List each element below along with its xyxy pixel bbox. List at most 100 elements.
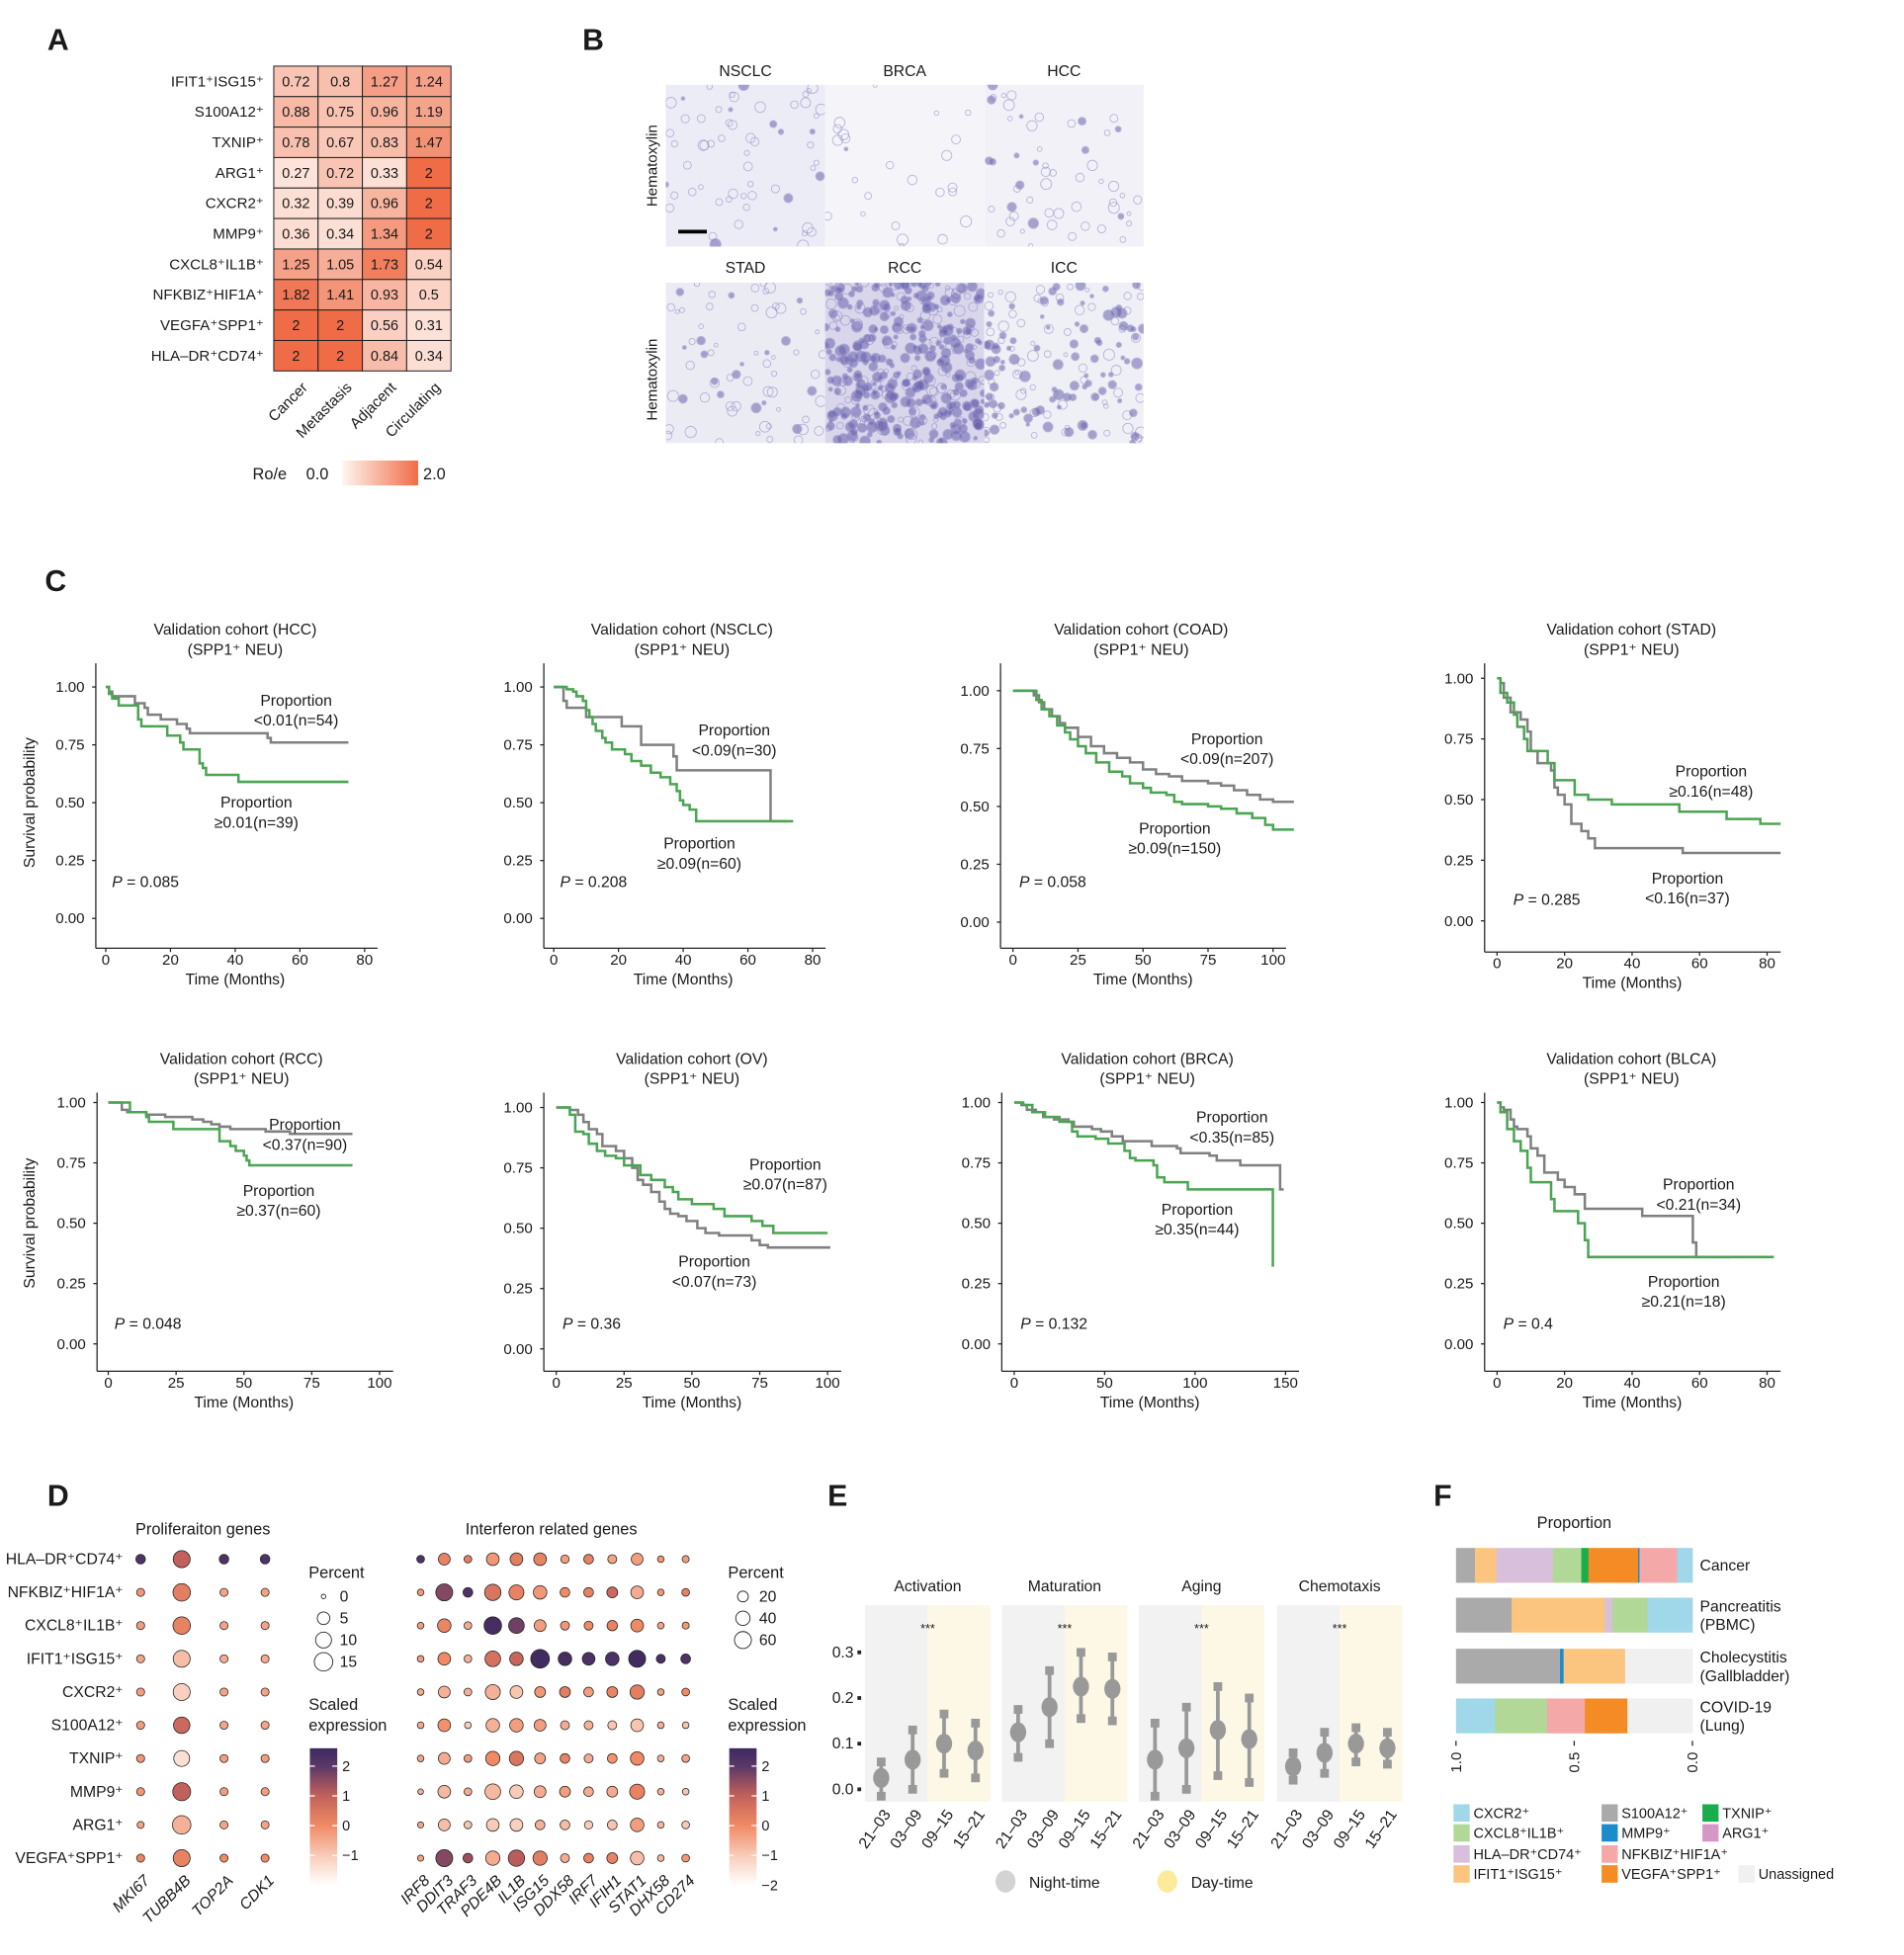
dot	[606, 1586, 619, 1598]
y-tick-label: 0.25	[1444, 1276, 1473, 1293]
nucleus	[846, 366, 853, 374]
nucleus	[1035, 285, 1046, 295]
histology-panel: NSCLC BRCA HCC STAD RCC ICC Hematoxylin Hematox…	[645, 63, 1144, 444]
x-tick-label: 15–21	[1224, 1807, 1262, 1852]
y-tick-label: 0.75	[56, 1155, 85, 1172]
p-number: = 0.36	[572, 1317, 621, 1333]
plot-title: Validation cohort (RCC)	[160, 1051, 323, 1067]
curve-group: ≥0.09(n=150)	[1128, 841, 1221, 858]
nucleus	[1131, 357, 1144, 370]
heatmap-value: 1.05	[326, 257, 354, 273]
nucleus	[1122, 422, 1134, 435]
dot	[219, 1787, 229, 1797]
dot	[260, 1621, 270, 1631]
legend-label: Unassigned	[1759, 1867, 1834, 1883]
nucleus	[665, 424, 674, 435]
nucleus	[761, 399, 767, 406]
category-label: COVID-19	[1700, 1699, 1773, 1716]
nucleus	[1028, 243, 1034, 247]
nucleus	[1002, 99, 1015, 112]
heatmap-value: 0.75	[326, 105, 354, 121]
nucleus	[1053, 208, 1065, 219]
nucleus	[984, 427, 991, 436]
mean-point	[967, 1741, 984, 1761]
histology-label: NSCLC	[719, 63, 771, 80]
dot	[583, 1786, 594, 1798]
plot-title: Validation cohort (NSCLC)	[591, 622, 773, 638]
x-tick-label: 03–09	[1024, 1807, 1063, 1852]
nucleus	[1071, 352, 1081, 362]
heatmap-value: 0.56	[371, 318, 398, 334]
dot	[416, 1721, 425, 1730]
nucleus	[914, 398, 923, 407]
nucleus	[1046, 219, 1058, 230]
x-tick-label: 40	[675, 952, 692, 969]
dotplot-row-label: CXCR2⁺	[62, 1684, 124, 1701]
dot	[681, 1753, 690, 1763]
legend-label: TXNIP⁺	[1722, 1806, 1772, 1822]
nucleus	[917, 329, 926, 338]
nucleus	[665, 128, 675, 138]
nucleus	[1078, 363, 1088, 373]
nucleus	[824, 212, 832, 221]
category-label: (PBMC)	[1700, 1617, 1756, 1634]
nucleus	[826, 376, 835, 384]
x-tick-label: 80	[805, 952, 822, 969]
dot	[680, 1654, 691, 1664]
error-cap	[1181, 1702, 1191, 1712]
y-tick	[857, 1650, 862, 1655]
nucleus	[827, 308, 838, 319]
error-cap	[1288, 1748, 1298, 1757]
p-value: P = 0.285	[1514, 892, 1581, 908]
histology-label: RCC	[888, 260, 921, 277]
nucleus	[864, 192, 873, 201]
nucleus	[739, 362, 744, 367]
dot	[416, 1588, 425, 1596]
nucleus	[994, 370, 1000, 377]
significance-marker: ***	[1333, 1622, 1347, 1636]
dot	[533, 1584, 548, 1600]
plot-subtitle: (SPP1⁺ NEU)	[194, 1071, 290, 1088]
y-tick-label: 1.00	[503, 679, 532, 696]
bar-segment	[1637, 1548, 1640, 1583]
plot-subtitle: (SPP1⁺ NEU)	[645, 1071, 740, 1088]
legend-title: Ro/e	[253, 466, 288, 483]
heatmap-cell	[317, 65, 364, 98]
bar-segment	[1455, 1698, 1496, 1734]
plot-subtitle: (SPP1⁺ NEU)	[1584, 1071, 1680, 1088]
plot-subtitle: (SPP1⁺ NEU)	[1093, 641, 1189, 658]
p-label: P	[112, 875, 123, 892]
nucleus	[680, 114, 690, 124]
legend-max: 2.0	[423, 466, 446, 483]
image-background	[824, 84, 985, 247]
bar-segment	[1677, 1548, 1693, 1583]
nucleus	[872, 389, 878, 396]
night-background	[1138, 1605, 1202, 1802]
dot	[656, 1621, 665, 1630]
nucleus	[729, 91, 736, 99]
heatmap-value: 2	[425, 166, 433, 182]
nucleus	[834, 326, 841, 333]
km-plot-hcc: Validation cohort (HCC) (SPP1⁺ NEU) 0.00 0.…	[22, 622, 378, 988]
nucleus	[899, 313, 905, 320]
x-axis-label: Time (Months)	[1583, 1395, 1683, 1411]
nucleus	[984, 436, 991, 444]
nucleus	[940, 332, 951, 344]
nucleus	[933, 110, 940, 117]
dot	[438, 1685, 451, 1699]
p-value: P = 0.132	[1020, 1317, 1087, 1333]
nucleus	[850, 320, 863, 333]
nucleus	[885, 160, 895, 170]
nucleus	[713, 342, 719, 348]
y-tick-label: 0.00	[1444, 913, 1473, 930]
nucleus	[837, 343, 850, 356]
error-cap	[1077, 1648, 1085, 1658]
heatmap-cell	[362, 279, 407, 311]
nucleus	[947, 409, 953, 416]
dot	[437, 1652, 452, 1666]
nucleus	[693, 282, 701, 288]
nucleus	[1012, 185, 1021, 193]
dot	[260, 1687, 270, 1697]
nucleus	[732, 370, 741, 380]
nucleus	[1063, 327, 1072, 336]
